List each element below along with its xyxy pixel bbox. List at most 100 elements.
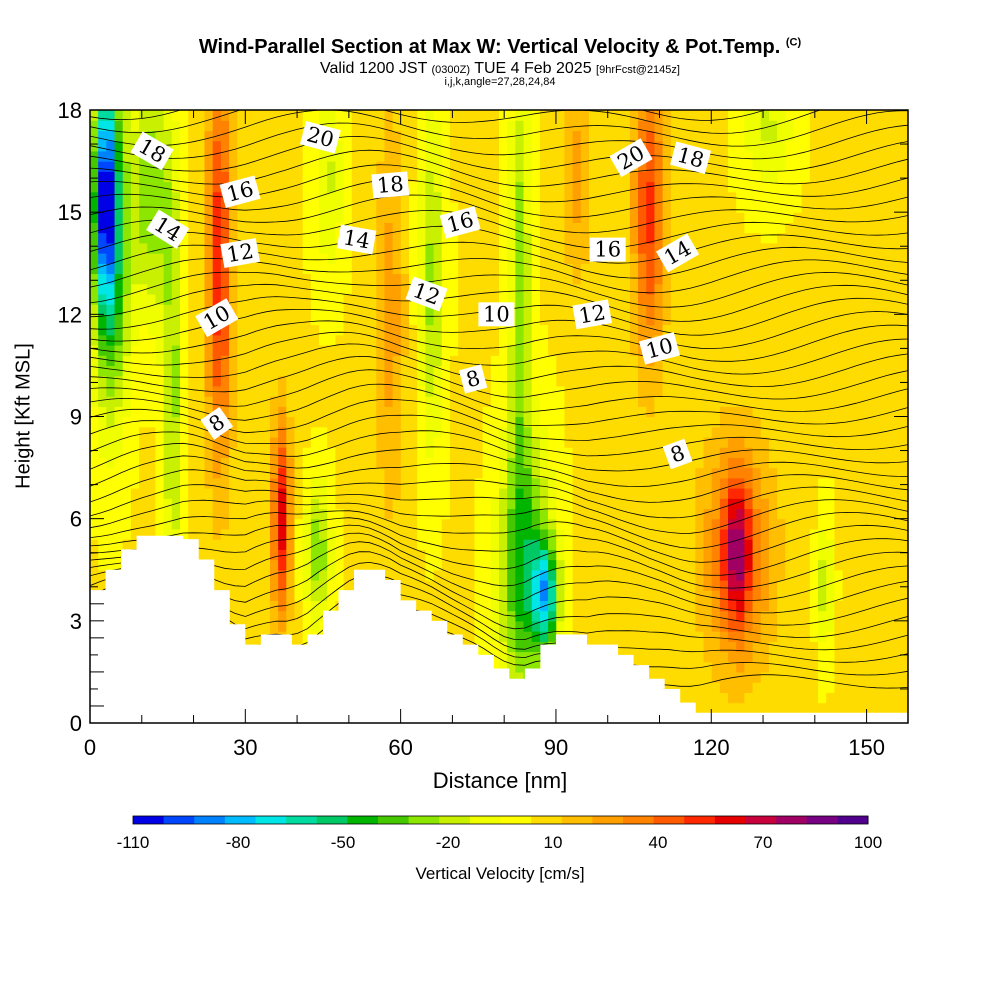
velocity-cell: [703, 661, 713, 673]
velocity-cell: [523, 273, 533, 285]
velocity-cell: [613, 436, 623, 448]
velocity-cell: [204, 436, 214, 448]
velocity-cell: [327, 508, 336, 520]
velocity-cell: [188, 477, 197, 489]
velocity-cell: [678, 620, 688, 632]
velocity-cell: [678, 191, 688, 203]
velocity-cell: [220, 426, 230, 438]
velocity-cell: [531, 120, 541, 132]
velocity-cell: [531, 242, 541, 254]
velocity-cell: [687, 273, 696, 285]
velocity-cell: [654, 110, 664, 121]
velocity-cell: [670, 304, 680, 315]
velocity-cell: [539, 273, 549, 285]
velocity-cell: [425, 416, 435, 428]
velocity-cell: [376, 140, 386, 152]
velocity-cell: [588, 293, 598, 305]
velocity-cell: [327, 467, 336, 479]
velocity-cell: [253, 161, 263, 172]
velocity-cell: [139, 161, 148, 172]
velocity-cell: [441, 416, 451, 428]
velocity-cell: [188, 130, 197, 142]
velocity-cell: [687, 549, 696, 561]
velocity-cell: [319, 436, 328, 448]
velocity-cell: [458, 253, 467, 264]
velocity-cell: [400, 518, 410, 530]
velocity-cell: [564, 508, 574, 520]
velocity-cell: [687, 344, 696, 356]
velocity-cell: [130, 355, 140, 367]
velocity-cell: [425, 488, 435, 499]
velocity-cell: [515, 263, 525, 275]
velocity-cell: [728, 467, 737, 479]
velocity-cell: [539, 631, 549, 642]
velocity-cell: [286, 191, 296, 203]
velocity-cell: [392, 222, 402, 234]
velocity-cell: [237, 120, 247, 132]
velocity-cell: [703, 457, 713, 469]
velocity-cell: [392, 304, 402, 315]
velocity-cell: [670, 120, 680, 132]
velocity-cell: [376, 130, 386, 142]
velocity-cell: [646, 130, 656, 142]
velocity-cell: [499, 344, 508, 356]
velocity-cell: [359, 110, 369, 121]
velocity-cell: [139, 171, 148, 183]
velocity-cell: [572, 110, 582, 121]
velocity-cell: [539, 120, 549, 132]
velocity-cell: [261, 273, 271, 285]
velocity-cell: [188, 222, 197, 234]
velocity-cell: [695, 385, 705, 397]
velocity-cell: [499, 334, 508, 346]
velocity-cell: [212, 283, 222, 295]
velocity-cell: [499, 549, 508, 561]
velocity-cell: [556, 161, 566, 172]
velocity-cell: [384, 334, 394, 346]
velocity-cell: [588, 600, 598, 612]
velocity-cell: [261, 263, 271, 275]
velocity-cell: [719, 355, 729, 367]
velocity-cell: [368, 293, 377, 305]
velocity-cell: [654, 590, 664, 601]
velocity-cell: [638, 222, 647, 234]
velocity-cell: [237, 171, 247, 183]
velocity-cell: [629, 620, 639, 632]
velocity-cell: [638, 488, 647, 499]
velocity-cell: [343, 365, 353, 377]
velocity-cell: [130, 539, 140, 550]
velocity-cell: [237, 283, 247, 295]
velocity-cell: [752, 569, 762, 581]
velocity-cell: [204, 222, 214, 234]
velocity-cell: [719, 406, 729, 418]
velocity-cell: [736, 120, 745, 132]
velocity-cell: [409, 253, 418, 264]
velocity-cell: [417, 426, 426, 438]
velocity-cell: [719, 181, 729, 193]
velocity-cell: [564, 518, 574, 530]
velocity-cell: [302, 406, 312, 418]
velocity-cell: [482, 365, 492, 377]
velocity-cell: [98, 304, 107, 315]
velocity-cell: [621, 191, 631, 203]
velocity-cell: [139, 212, 148, 223]
velocity-cell: [294, 150, 304, 162]
velocity-cell: [760, 610, 770, 622]
velocity-cell: [90, 161, 99, 172]
velocity-cell: [188, 518, 197, 530]
velocity-cell: [703, 528, 713, 540]
velocity-cell: [400, 426, 410, 438]
velocity-cell: [229, 508, 238, 520]
velocity-cell: [278, 355, 287, 367]
velocity-cell: [752, 232, 762, 244]
velocity-cell: [335, 539, 345, 550]
velocity-cell: [621, 549, 631, 561]
velocity-cell: [744, 304, 754, 315]
velocity-cell: [417, 140, 426, 152]
velocity-cell: [425, 539, 435, 550]
velocity-cell: [629, 181, 639, 193]
velocity-cell: [139, 344, 148, 356]
velocity-cell: [638, 201, 647, 213]
velocity-cell: [580, 488, 590, 499]
velocity-cell: [130, 426, 140, 438]
velocity-cell: [90, 171, 99, 183]
